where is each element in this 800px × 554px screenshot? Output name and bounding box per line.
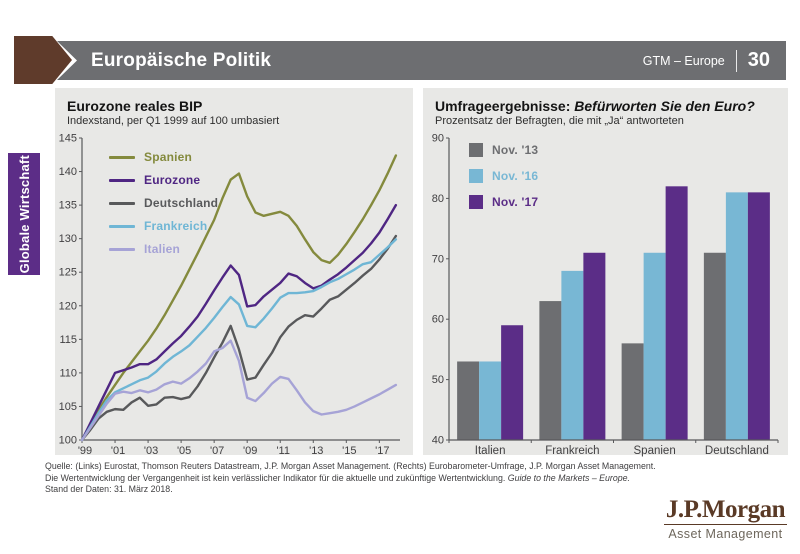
- svg-text:125: 125: [59, 267, 77, 279]
- footer-disclaimer-text: Die Wertentwicklung der Vergangenheit is…: [45, 472, 508, 483]
- legend-swatch: [469, 143, 483, 157]
- svg-text:90: 90: [432, 133, 444, 145]
- jpmorgan-logo-name: J.P.Morgan: [663, 496, 787, 525]
- legend-label: Nov. '13: [492, 143, 539, 157]
- legend-swatch: [469, 169, 483, 183]
- svg-text:'03: '03: [144, 445, 158, 457]
- svg-text:Spanien: Spanien: [634, 445, 676, 457]
- svg-text:'09: '09: [243, 445, 257, 457]
- legend-label: Italien: [144, 242, 181, 256]
- footer-disclaimer-line: Die Wertentwicklung der Vergangenheit is…: [45, 473, 757, 485]
- svg-text:135: 135: [59, 200, 77, 212]
- gtm-europe-label: GTM – Europe: [642, 53, 725, 68]
- legend-label: Nov. '16: [492, 169, 539, 183]
- legend-label: Frankreich: [144, 219, 208, 233]
- legend-item-nov-17: Nov. '17: [469, 195, 538, 209]
- footer-gtm-reference: Guide to the Markets – Europe.: [507, 472, 630, 483]
- footer-source-line: Quelle: (Links) Eurostat, Thomson Reuter…: [45, 461, 656, 471]
- gdp-chart-title: Eurozone reales BIP: [67, 98, 203, 114]
- header-bar: Europäische Politik GTM – Europe 30: [57, 41, 786, 80]
- gdp-chart-legend: Spanien Eurozone Deutschland Frankreich Ital…: [109, 150, 218, 256]
- svg-text:'17: '17: [375, 445, 389, 457]
- svg-text:'15: '15: [342, 445, 356, 457]
- survey-chart-subtitle: Prozentsatz der Befragten, die mit „Ja“ …: [435, 115, 684, 127]
- svg-text:'11: '11: [276, 445, 290, 457]
- legend-swatch: [109, 247, 135, 251]
- legend-swatch: [469, 195, 483, 209]
- svg-text:120: 120: [59, 300, 77, 312]
- legend-label: Nov. '17: [492, 195, 539, 209]
- svg-text:'99: '99: [78, 445, 92, 457]
- svg-text:80: 80: [432, 193, 444, 205]
- svg-text:70: 70: [432, 253, 444, 265]
- survey-chart-title: Umfrageergebnisse: Befürworten Sie den E…: [435, 98, 776, 114]
- svg-text:'07: '07: [210, 445, 224, 457]
- legend-item-italien: Italien: [109, 242, 218, 256]
- legend-item-deutschland: Deutschland: [109, 196, 218, 210]
- svg-text:140: 140: [59, 166, 77, 178]
- legend-item-eurozone: Eurozone: [109, 173, 218, 187]
- legend-item-frankreich: Frankreich: [109, 219, 218, 233]
- footer: Quelle: (Links) Eurostat, Thomson Reuter…: [45, 461, 757, 496]
- sidebar-tab-globale-wirtschaft: Globale Wirtschaft: [8, 153, 40, 275]
- svg-text:110: 110: [59, 367, 77, 379]
- legend-swatch: [109, 201, 135, 205]
- page-number: 30: [747, 49, 770, 71]
- svg-text:'05: '05: [177, 445, 191, 457]
- legend-label: Eurozone: [144, 173, 201, 187]
- svg-text:145: 145: [59, 133, 77, 145]
- svg-text:'13: '13: [309, 445, 323, 457]
- svg-text:105: 105: [59, 401, 77, 413]
- svg-text:'01: '01: [111, 445, 125, 457]
- legend-swatch: [109, 224, 135, 228]
- survey-title-question: Befürworten Sie den Euro?: [574, 98, 755, 114]
- svg-text:60: 60: [432, 314, 444, 326]
- svg-text:Italien: Italien: [475, 445, 506, 457]
- svg-text:100: 100: [59, 435, 77, 447]
- gdp-line-chart: 100 105 110 115 120 125 130 135 140 145 '99 '01 '03 '…: [59, 133, 400, 457]
- survey-title-prefix: Umfrageergebnisse:: [435, 98, 575, 114]
- header-right-group: GTM – Europe 30: [643, 49, 770, 72]
- svg-text:130: 130: [59, 233, 77, 245]
- survey-chart-panel: Umfrageergebnisse: Befürworten Sie den E…: [423, 88, 788, 457]
- jpmorgan-logo: J.P.Morgan Asset Management: [663, 496, 787, 541]
- gdp-chart-panel: Eurozone reales BIP Indexstand, per Q1 1…: [55, 88, 413, 457]
- page-title: Europäische Politik: [91, 49, 272, 71]
- legend-swatch: [109, 178, 135, 182]
- svg-text:Frankreich: Frankreich: [545, 445, 599, 457]
- header-divider: [735, 49, 737, 72]
- svg-text:40: 40: [432, 435, 444, 447]
- legend-label: Deutschland: [144, 196, 219, 210]
- survey-chart-legend: Nov. '13 Nov. '16 Nov. '17: [469, 143, 538, 209]
- legend-item-nov-13: Nov. '13: [469, 143, 538, 157]
- survey-bar-chart: 40 50 60 70 80 90 Italien Frankreich Spanien Deut…: [432, 133, 779, 457]
- footer-date-line: Stand der Daten: 31. März 2018.: [45, 484, 173, 494]
- legend-item-spanien: Spanien: [109, 150, 218, 164]
- jpmorgan-logo-subtitle: Asset Management: [668, 527, 783, 541]
- gdp-chart-subtitle: Indexstand, per Q1 1999 auf 100 umbasier…: [67, 115, 280, 127]
- sidebar-tab-label: Globale Wirtschaft: [16, 154, 32, 274]
- svg-text:Deutschland: Deutschland: [705, 445, 769, 457]
- legend-swatch: [109, 155, 135, 159]
- legend-item-nov-16: Nov. '16: [469, 169, 538, 183]
- svg-text:115: 115: [59, 334, 77, 346]
- legend-label: Spanien: [144, 150, 193, 164]
- svg-text:50: 50: [432, 374, 444, 386]
